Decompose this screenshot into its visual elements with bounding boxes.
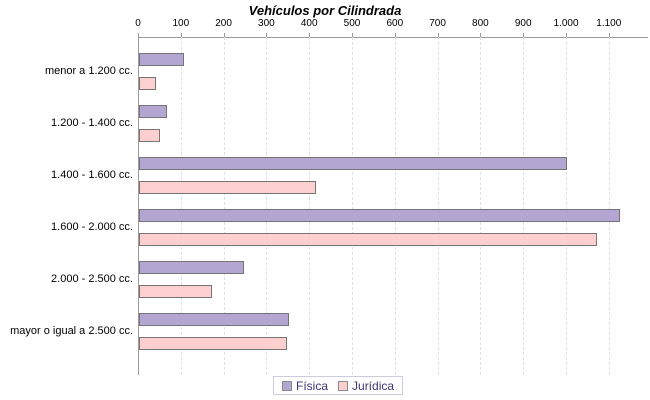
gridline [394,37,396,375]
x-tick-mark [523,33,525,37]
bar-fisica [139,105,167,118]
gridline [352,37,353,375]
x-tick-mark [480,33,482,37]
legend-swatch [338,380,349,391]
x-tick-label: 300 [258,18,275,29]
y-axis-line [138,37,139,375]
gridline [480,37,482,375]
bar-fisica [139,157,567,170]
legend: Física Jurídica [273,376,404,395]
legend-swatch [282,380,292,391]
x-tick-label: 400 [300,18,318,29]
x-tick-mark [138,33,139,37]
bar-juridica [139,233,597,246]
gridline [223,37,225,375]
x-tick-label: 500 [343,18,361,29]
bar-juridica [139,337,287,350]
x-axis-line [138,37,648,38]
category-label: 2.000 - 2.500 cc. [51,273,133,285]
bar-juridica [139,129,160,142]
x-tick-label: 200 [215,18,232,29]
x-tick-label: 1.100 [596,18,622,29]
x-tick-mark [608,33,610,37]
x-tick-label: 100 [172,18,190,29]
gridline [608,37,610,375]
category-label: menor a 1.200 cc. [44,65,133,77]
x-tick-label: 900 [514,18,532,29]
gridline [309,37,311,375]
x-tick-label: 1.000 [553,18,579,29]
gridline [566,37,567,375]
x-tick-label: 700 [429,18,446,29]
gridline [437,37,439,375]
x-tick-label: 600 [386,18,404,29]
legend-item: Jurídica [338,379,394,393]
bar-fisica [139,209,620,222]
x-tick-mark [394,33,396,37]
chart-title: Vehículos por Cilindrada [248,3,402,18]
bar-juridica [139,77,156,90]
category-label: 1.600 - 2.000 cc. [51,221,133,233]
bar-fisica [139,261,244,274]
category-label: 1.400 - 1.600 cc. [51,169,133,181]
x-tick-mark [352,33,353,37]
legend-label: Física [296,378,329,393]
category-label: mayor o igual a 2.500 cc. [10,325,133,337]
legend-item: Física [282,379,328,393]
gridline [180,37,182,375]
legend-label: Jurídica [352,378,395,393]
bar-fisica [139,313,289,326]
bar-juridica [139,181,316,194]
gridline [266,37,268,375]
x-tick-mark [566,33,567,37]
x-tick-mark [266,33,268,37]
x-tick-label: 800 [472,18,489,29]
x-tick-mark [437,33,439,37]
x-tick-mark [309,33,311,37]
bar-fisica [139,53,184,66]
x-tick-mark [223,33,225,37]
x-tick-label: 0 [135,18,141,29]
x-tick-mark [180,33,182,37]
category-label: 1.200 - 1.400 cc. [51,117,133,129]
bar-juridica [139,285,212,298]
gridline [523,37,525,375]
